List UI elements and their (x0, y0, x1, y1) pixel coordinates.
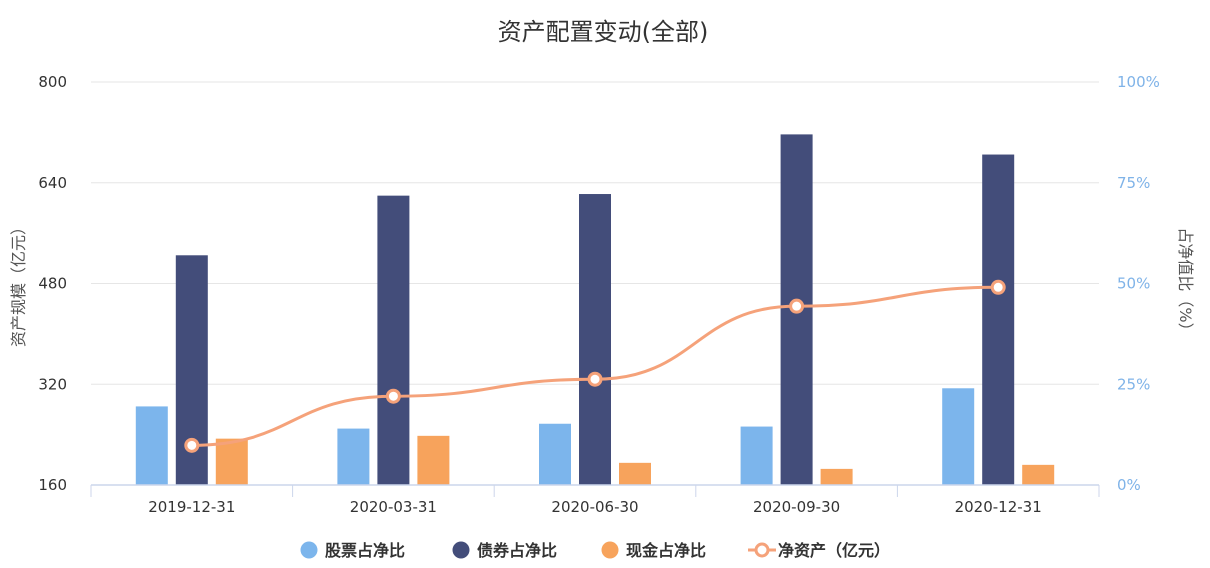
left-axis-tick-label: 480 (38, 275, 67, 293)
x-axis-tick-label: 2019-12-31 (148, 498, 235, 516)
bar (539, 423, 571, 485)
legend-label: 债券占净比 (477, 541, 557, 560)
line-point (385, 388, 401, 404)
line-point (789, 298, 805, 314)
bar (1022, 464, 1055, 485)
left-axis-title: 资产规模（亿元） (9, 219, 28, 347)
right-axis-tick-label: 25% (1117, 375, 1150, 393)
right-axis-title: 占净值比（%） (1176, 227, 1195, 338)
line-point (990, 279, 1006, 295)
x-axis-tick-label: 2020-09-30 (753, 498, 840, 516)
line-point (184, 437, 200, 453)
right-axis-tick-label: 50% (1117, 275, 1150, 293)
line-layer (184, 279, 1006, 453)
right-axis-tick-label: 0% (1117, 476, 1141, 494)
right-axis-tick-label: 100% (1117, 73, 1160, 91)
legend-marker (300, 541, 318, 559)
bar (417, 435, 450, 485)
bar (982, 154, 1015, 486)
bar (619, 462, 651, 485)
x-axis-tick-label: 2020-12-31 (955, 498, 1042, 516)
chart-title: 资产配置变动(全部) (498, 18, 709, 46)
line-point (587, 371, 603, 387)
bar (337, 428, 370, 485)
axes-layer: 160 0% 320 25% 480 50% 640 75% 800 100% 2019-12-31… (38, 73, 1160, 516)
bar (579, 194, 611, 485)
bar (377, 195, 410, 485)
right-axis-tick-label: 75% (1117, 174, 1150, 192)
legend: 股票占净比 债券占净比 现金占净比 净资产（亿元） (300, 541, 890, 560)
bars-layer (135, 134, 1055, 486)
legend-marker (754, 542, 770, 558)
bar (820, 468, 853, 485)
legend-label: 股票占净比 (325, 541, 405, 560)
x-axis-tick-label: 2020-03-31 (350, 498, 437, 516)
legend-marker (601, 541, 619, 559)
legend-label: 净资产（亿元） (778, 541, 890, 560)
bar (740, 426, 773, 485)
x-axis-tick-label: 2020-06-30 (551, 498, 638, 516)
bar (215, 438, 248, 485)
bar (135, 406, 168, 485)
legend-label: 现金占净比 (626, 541, 706, 560)
left-axis-tick-label: 320 (38, 375, 67, 393)
left-axis-tick-label: 640 (38, 174, 67, 192)
left-axis-tick-label: 800 (38, 73, 67, 91)
left-axis-tick-label: 160 (38, 476, 67, 494)
bar (942, 388, 975, 485)
legend-marker (452, 541, 470, 559)
